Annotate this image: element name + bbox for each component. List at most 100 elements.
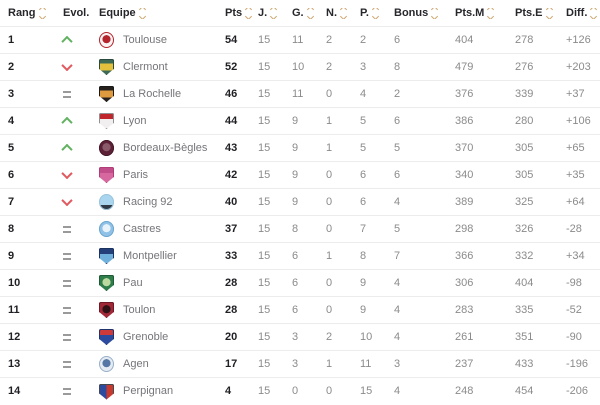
table-row: 8 Castres 37 15 8 0 7 5 298 326 -28 bbox=[0, 216, 600, 243]
stat-ptsm: 376 bbox=[455, 88, 474, 100]
team-logo-icon bbox=[99, 356, 114, 372]
team-link[interactable]: Toulouse bbox=[99, 32, 167, 48]
sort-down-arrow bbox=[245, 12, 253, 19]
team-logo-icon bbox=[99, 32, 114, 48]
stat-pts: 46 bbox=[225, 88, 238, 100]
column-header-ptse[interactable]: Pts.E bbox=[515, 7, 566, 19]
team-logo-icon bbox=[99, 113, 114, 129]
stat-p: 3 bbox=[360, 61, 367, 73]
stat-ptse: 454 bbox=[515, 386, 534, 397]
stat-diff: -98 bbox=[566, 277, 582, 289]
table-row: 4 Lyon 44 15 9 1 5 6 386 280 +106 bbox=[0, 108, 600, 135]
sort-icon bbox=[138, 7, 146, 19]
sort-down-arrow bbox=[339, 12, 348, 19]
table-header: Rang Evol. Equipe Pts J. G. N. P. Bonus Pts.M Pts.… bbox=[0, 0, 600, 27]
stat-p: 4 bbox=[360, 88, 367, 100]
stat-j: 15 bbox=[258, 34, 271, 46]
table-row: 14 Perpignan 4 15 0 0 15 4 248 454 -206 bbox=[0, 378, 600, 405]
column-label-evol: Evol. bbox=[63, 7, 90, 19]
team-link[interactable]: Bordeaux-Bègles bbox=[99, 140, 207, 156]
team-logo-icon bbox=[99, 329, 114, 345]
stat-diff: -196 bbox=[566, 358, 589, 370]
team-link[interactable]: Montpellier bbox=[99, 248, 177, 264]
stat-p: 6 bbox=[360, 169, 367, 181]
column-header-pts[interactable]: Pts bbox=[225, 7, 258, 19]
team-link[interactable]: Lyon bbox=[99, 113, 146, 129]
stat-diff: +64 bbox=[566, 196, 585, 208]
column-header-j[interactable]: J. bbox=[258, 7, 292, 19]
sort-up-arrow bbox=[270, 7, 278, 13]
table-row: 5 Bordeaux-Bègles 43 15 9 1 5 5 370 305 +65 bbox=[0, 135, 600, 162]
team-link[interactable]: Racing 92 bbox=[99, 194, 173, 210]
team-name: Toulon bbox=[123, 303, 156, 316]
stat-g: 3 bbox=[292, 331, 299, 343]
team-link[interactable]: Clermont bbox=[99, 59, 168, 75]
evolution bbox=[55, 306, 95, 314]
column-header-bonus[interactable]: Bonus bbox=[394, 7, 455, 19]
team-logo-icon bbox=[99, 194, 114, 210]
team-logo-icon bbox=[99, 167, 114, 183]
stat-ptsm: 389 bbox=[455, 196, 474, 208]
team-link[interactable]: Toulon bbox=[99, 302, 155, 318]
column-header-diff[interactable]: Diff. bbox=[566, 7, 600, 19]
team-logo-icon bbox=[99, 248, 114, 264]
team-cell: La Rochelle bbox=[95, 86, 225, 102]
stat-j: 15 bbox=[258, 331, 271, 343]
stat-diff: -28 bbox=[566, 223, 582, 235]
column-header-n[interactable]: N. bbox=[326, 7, 360, 19]
stat-ptsm: 261 bbox=[455, 331, 474, 343]
column-header-equipe[interactable]: Equipe bbox=[95, 7, 225, 19]
stat-pts: 33 bbox=[225, 250, 238, 262]
stat-g: 0 bbox=[292, 386, 299, 397]
evolution-equal-icon bbox=[63, 225, 71, 233]
column-header-rang[interactable]: Rang bbox=[0, 7, 55, 19]
stat-g: 9 bbox=[292, 142, 299, 154]
stat-g: 6 bbox=[292, 277, 299, 289]
evolution-down-icon bbox=[61, 171, 73, 179]
team-name: Bordeaux-Bègles bbox=[123, 141, 208, 154]
stat-bonus: 8 bbox=[394, 61, 401, 73]
stat-n: 0 bbox=[326, 277, 333, 289]
stat-j: 15 bbox=[258, 304, 271, 316]
team-logo-icon bbox=[99, 302, 114, 318]
team-link[interactable]: Castres bbox=[99, 221, 161, 237]
table-row: 6 Paris 42 15 9 0 6 6 340 305 +35 bbox=[0, 162, 600, 189]
stat-ptsm: 306 bbox=[455, 277, 474, 289]
stat-g: 6 bbox=[292, 250, 299, 262]
team-link[interactable]: Pau bbox=[99, 275, 143, 291]
team-link[interactable]: La Rochelle bbox=[99, 86, 181, 102]
stat-diff: -52 bbox=[566, 304, 582, 316]
sort-up-arrow bbox=[339, 7, 348, 13]
column-header-p[interactable]: P. bbox=[360, 7, 394, 19]
stat-diff: +203 bbox=[566, 61, 591, 73]
sort-icon bbox=[590, 7, 598, 19]
team-link[interactable]: Perpignan bbox=[99, 383, 173, 400]
team-name: Lyon bbox=[123, 114, 147, 127]
column-header-g[interactable]: G. bbox=[292, 7, 326, 19]
stat-n: 2 bbox=[326, 61, 333, 73]
column-label-ptsm: Pts.M bbox=[455, 7, 485, 19]
stat-ptsm: 370 bbox=[455, 142, 474, 154]
table-row: 7 Racing 92 40 15 9 0 6 4 389 325 +64 bbox=[0, 189, 600, 216]
team-link[interactable]: Agen bbox=[99, 356, 149, 372]
team-cell: Montpellier bbox=[95, 248, 225, 264]
table-row: 1 Toulouse 54 15 11 2 2 6 404 278 +126 bbox=[0, 27, 600, 54]
sort-icon bbox=[306, 7, 314, 19]
stat-pts: 20 bbox=[225, 331, 238, 343]
column-header-ptsm[interactable]: Pts.M bbox=[455, 7, 515, 19]
rank: 6 bbox=[8, 169, 15, 181]
sort-down-arrow bbox=[38, 12, 46, 19]
stat-bonus: 7 bbox=[394, 250, 401, 262]
stat-diff: +34 bbox=[566, 250, 585, 262]
stat-ptse: 305 bbox=[515, 142, 534, 154]
stat-p: 5 bbox=[360, 142, 367, 154]
team-link[interactable]: Grenoble bbox=[99, 329, 168, 345]
stat-g: 9 bbox=[292, 196, 299, 208]
column-label-p: P. bbox=[360, 7, 369, 19]
team-link[interactable]: Paris bbox=[99, 167, 148, 183]
evolution-equal-icon bbox=[63, 252, 71, 260]
stat-j: 15 bbox=[258, 115, 271, 127]
sort-icon bbox=[270, 7, 278, 19]
stat-n: 0 bbox=[326, 304, 333, 316]
sort-down-arrow bbox=[590, 12, 598, 19]
